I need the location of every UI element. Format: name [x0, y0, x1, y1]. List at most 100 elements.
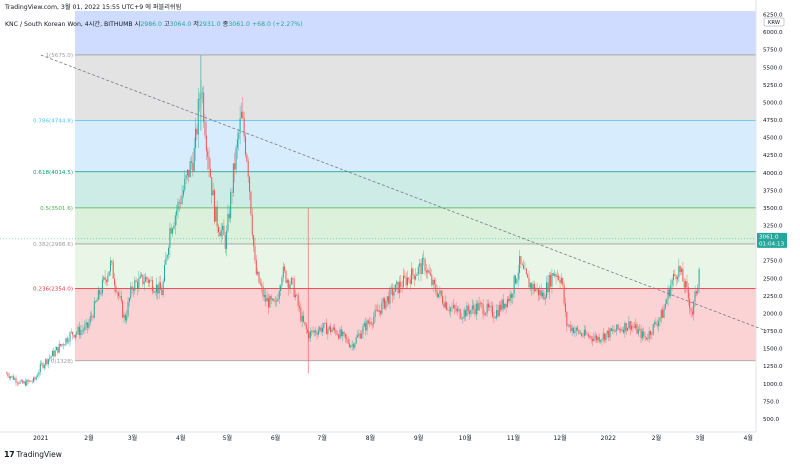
candle-body: [147, 279, 149, 283]
candle-body: [662, 309, 664, 318]
candle-body: [502, 299, 504, 309]
candle-body: [381, 302, 383, 314]
candle-body: [231, 192, 233, 193]
candle-body: [240, 111, 242, 118]
candle-body: [571, 327, 573, 332]
y-tick-label: 5750.0: [763, 48, 783, 54]
candle-body: [239, 117, 241, 134]
candle-body: [569, 324, 571, 326]
candle-body: [132, 289, 134, 291]
x-tick-label: 2월: [84, 434, 93, 442]
candle-body: [261, 284, 263, 287]
candle-body: [357, 335, 359, 338]
candle-body: [243, 118, 245, 137]
candle-body: [363, 323, 365, 327]
candle-body: [49, 357, 51, 360]
candle-body: [316, 333, 318, 335]
candle-body: [650, 331, 652, 335]
candle-body: [335, 330, 337, 334]
candle-body: [402, 275, 404, 288]
fib-zone-2: [75, 120, 756, 172]
candle-body: [463, 310, 465, 318]
candle-body: [508, 298, 510, 302]
candle-body: [297, 295, 299, 307]
candle-body: [327, 329, 329, 335]
candle-body: [697, 287, 699, 294]
candle-body: [338, 334, 340, 339]
candle-body: [207, 150, 209, 157]
candle-body: [130, 286, 132, 299]
candle-body: [153, 291, 155, 293]
candle-body: [174, 215, 176, 226]
candle-body: [470, 309, 472, 315]
candle-body: [282, 266, 284, 278]
y-tick-label: 4250.0: [763, 153, 783, 159]
candle-body: [473, 305, 475, 309]
candle-body: [482, 304, 484, 315]
tradingview-logo[interactable]: 17 TradingView: [4, 450, 62, 459]
candle-body: [578, 330, 580, 334]
candle-body: [559, 280, 561, 284]
candle-body: [660, 309, 662, 318]
candle-body: [555, 274, 557, 277]
candle-body: [471, 305, 473, 310]
x-tick-label: 3월: [695, 434, 704, 442]
x-tick-label: 12월: [553, 434, 566, 442]
candle-body: [224, 235, 226, 249]
candle-body: [124, 314, 126, 321]
candle-body: [223, 225, 225, 236]
candle-body: [525, 268, 527, 275]
candle-body: [443, 303, 445, 308]
fib-zone-4: [75, 207, 756, 244]
y-tick-label: 4750.0: [763, 118, 783, 124]
candle-body: [392, 287, 394, 296]
candle-body: [340, 329, 342, 337]
candle-body: [635, 324, 637, 328]
y-tick-label: 1000.0: [763, 382, 783, 388]
candle-body: [625, 323, 627, 331]
candle-body: [659, 317, 661, 322]
candle-body: [41, 363, 43, 364]
candle-body: [10, 376, 12, 379]
candle-body: [636, 324, 638, 334]
candle-body: [162, 281, 164, 295]
candle-body: [459, 309, 461, 319]
candle-body: [593, 337, 595, 342]
price-change: +68.0 (+2.27%): [251, 21, 303, 28]
candle-body: [91, 316, 93, 317]
candle-body: [201, 92, 203, 94]
candle-body: [378, 310, 380, 312]
candle-body: [64, 344, 66, 346]
candle-body: [266, 298, 268, 302]
candle-body: [104, 277, 106, 281]
candle-body: [370, 322, 372, 325]
candle-body: [423, 258, 425, 260]
fib-zone-6: [75, 288, 756, 361]
candle-body: [189, 161, 191, 178]
candle-body: [299, 306, 301, 308]
candle-body: [236, 139, 238, 148]
candle-body: [267, 298, 269, 308]
candle-body: [270, 296, 272, 300]
candle-body: [485, 313, 487, 315]
candle-body: [407, 277, 409, 286]
candle-body: [683, 281, 685, 288]
candle-body: [138, 278, 140, 289]
candle-body: [467, 305, 469, 311]
candle-body: [348, 343, 350, 348]
candle-body: [382, 298, 384, 303]
candle-body: [524, 268, 526, 270]
candle-body: [112, 262, 114, 279]
candle-body: [438, 293, 440, 297]
candle-body: [477, 303, 479, 311]
candle-body: [654, 322, 656, 324]
candle-body: [586, 334, 588, 336]
candle-body: [7, 373, 9, 377]
candle-body: [585, 329, 587, 335]
candle-body: [444, 302, 446, 308]
candle-body: [93, 301, 95, 318]
candle-body: [313, 330, 315, 333]
candle-body: [80, 330, 82, 336]
